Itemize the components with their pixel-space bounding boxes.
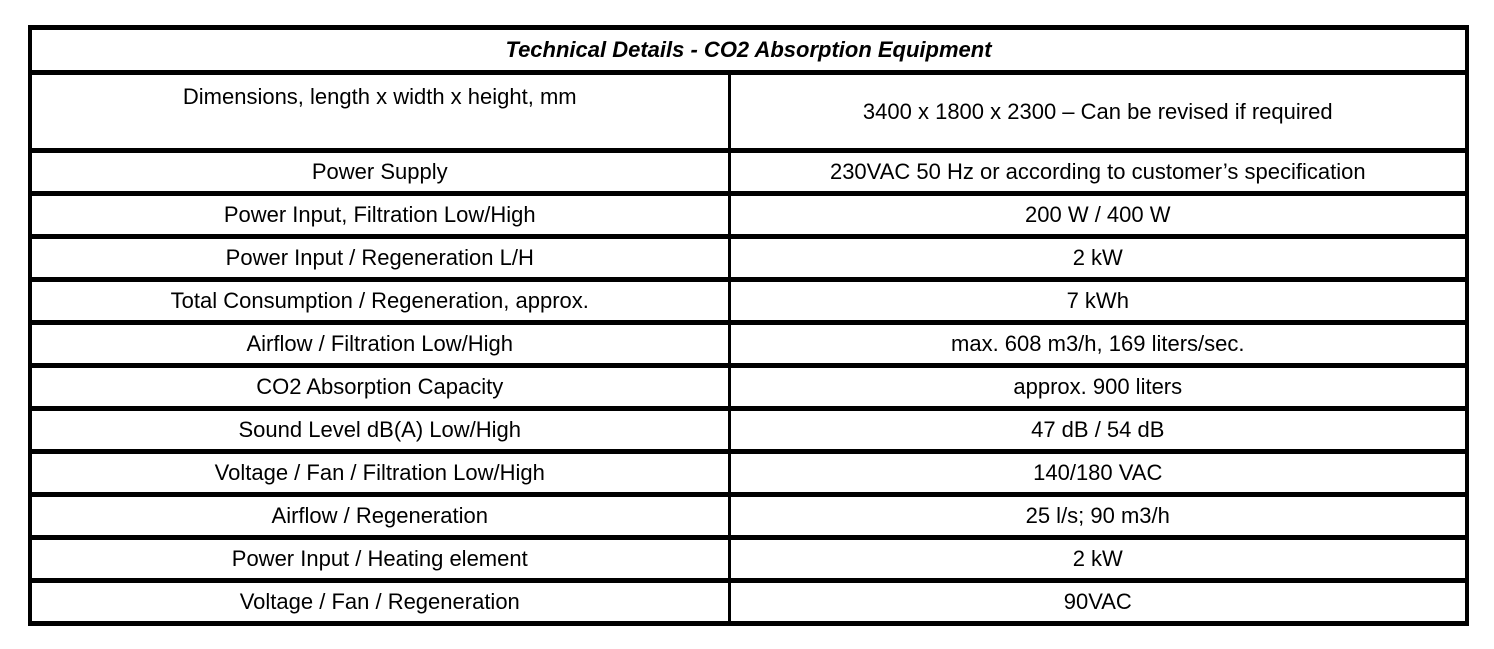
table-title-row: Technical Details - CO2 Absorption Equip…	[28, 25, 1469, 75]
spec-label: Sound Level dB(A) Low/High	[28, 406, 731, 454]
spec-label: Power Input, Filtration Low/High	[28, 191, 731, 239]
table-row: Power Input, Filtration Low/High 200 W /…	[28, 191, 1469, 239]
spec-value: approx. 900 liters	[727, 363, 1469, 411]
table-row: Sound Level dB(A) Low/High 47 dB / 54 dB	[28, 406, 1469, 454]
spec-label: CO2 Absorption Capacity	[28, 363, 731, 411]
table-row: Power Input / Regeneration L/H 2 kW	[28, 234, 1469, 282]
table-row: CO2 Absorption Capacity approx. 900 lite…	[28, 363, 1469, 411]
spec-label: Airflow / Regeneration	[28, 492, 731, 540]
table-row: Airflow / Regeneration 25 l/s; 90 m3/h	[28, 492, 1469, 540]
spec-label: Dimensions, length x width x height, mm	[28, 70, 731, 153]
table-title: Technical Details - CO2 Absorption Equip…	[28, 25, 1469, 75]
spec-value: 200 W / 400 W	[727, 191, 1469, 239]
table-row: Airflow / Filtration Low/High max. 608 m…	[28, 320, 1469, 368]
spec-label: Total Consumption / Regeneration, approx…	[28, 277, 731, 325]
technical-details-table: Technical Details - CO2 Absorption Equip…	[28, 25, 1470, 626]
spec-value: 47 dB / 54 dB	[727, 406, 1469, 454]
spec-label: Power Input / Regeneration L/H	[28, 234, 731, 282]
spec-label: Voltage / Fan / Regeneration	[28, 578, 731, 626]
spec-value: 140/180 VAC	[727, 449, 1469, 497]
table-row: Power Input / Heating element 2 kW	[28, 535, 1469, 583]
spec-value: 2 kW	[727, 535, 1469, 583]
spec-label: Voltage / Fan / Filtration Low/High	[28, 449, 731, 497]
spec-value: 2 kW	[727, 234, 1469, 282]
spec-label: Power Input / Heating element	[28, 535, 731, 583]
spec-label: Power Supply	[28, 148, 731, 196]
spec-value: max. 608 m3/h, 169 liters/sec.	[727, 320, 1469, 368]
spec-value: 25 l/s; 90 m3/h	[727, 492, 1469, 540]
spec-value: 3400 x 1800 x 2300 – Can be revised if r…	[727, 70, 1469, 153]
spec-table-body: Dimensions, length x width x height, mm …	[28, 70, 1469, 626]
table-row: Power Supply 230VAC 50 Hz or according t…	[28, 148, 1469, 196]
table-row: Voltage / Fan / Regeneration 90VAC	[28, 578, 1469, 626]
spec-value: 90VAC	[727, 578, 1469, 626]
spec-label: Airflow / Filtration Low/High	[28, 320, 731, 368]
table-row: Total Consumption / Regeneration, approx…	[28, 277, 1469, 325]
table-row: Dimensions, length x width x height, mm …	[28, 70, 1469, 153]
spec-value: 230VAC 50 Hz or according to customer’s …	[727, 148, 1469, 196]
table-row: Voltage / Fan / Filtration Low/High 140/…	[28, 449, 1469, 497]
spec-value: 7 kWh	[727, 277, 1469, 325]
